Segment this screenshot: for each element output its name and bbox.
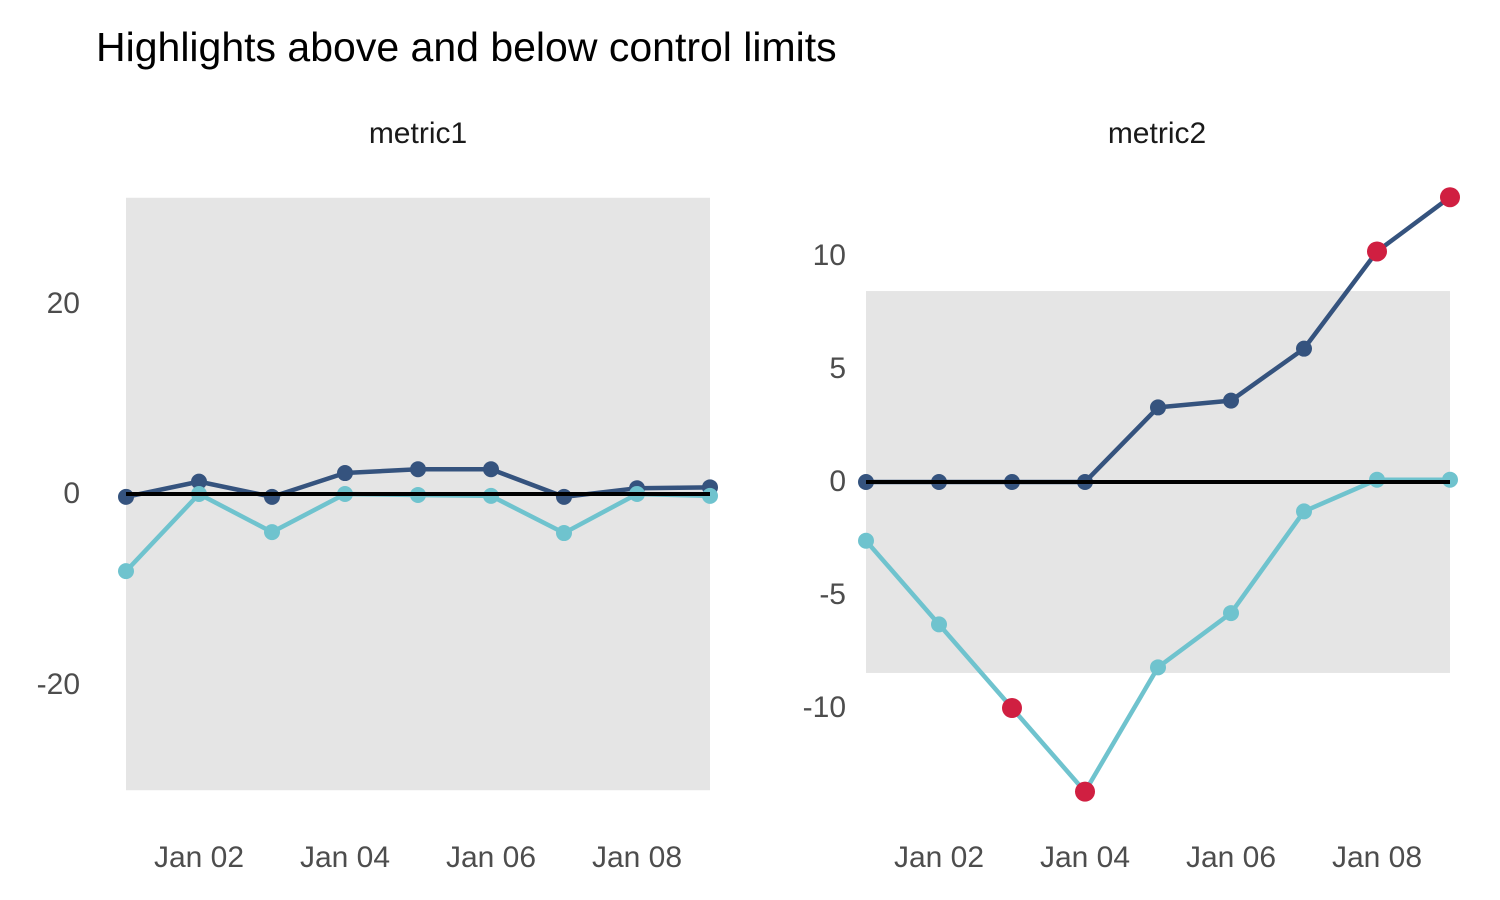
data-point bbox=[337, 465, 353, 482]
out-of-limit-point bbox=[1075, 781, 1095, 802]
y-tick-label: -5 bbox=[819, 578, 846, 611]
out-of-limit-point bbox=[1002, 698, 1022, 718]
chart-title: Highlights above and below control limit… bbox=[96, 24, 837, 70]
data-point bbox=[858, 532, 874, 549]
x-tick-label: Jan 02 bbox=[893, 841, 985, 874]
data-point bbox=[556, 525, 572, 542]
y-tick-label: 20 bbox=[46, 286, 80, 320]
data-point bbox=[410, 461, 426, 478]
data-point bbox=[1442, 471, 1458, 488]
y-tick-label: 10 bbox=[812, 239, 846, 272]
facet-title-metric1: metric1 bbox=[368, 117, 468, 150]
x-tick-label: Jan 06 bbox=[1185, 841, 1277, 874]
data-point bbox=[1369, 471, 1385, 488]
data-point bbox=[1223, 605, 1239, 622]
data-point bbox=[1296, 503, 1312, 520]
data-point bbox=[118, 488, 134, 505]
x-tick-label: Jan 08 bbox=[1331, 841, 1423, 874]
data-point bbox=[264, 524, 280, 541]
data-point bbox=[1150, 659, 1166, 676]
data-point bbox=[1223, 392, 1239, 409]
x-tick-label: Jan 02 bbox=[153, 841, 245, 874]
y-tick-label: 5 bbox=[829, 352, 846, 385]
out-of-limit-point bbox=[1440, 187, 1460, 208]
out-of-limit-point bbox=[1367, 241, 1387, 262]
y-tick-label: -20 bbox=[36, 667, 80, 701]
data-point bbox=[483, 461, 499, 478]
x-tick-label: Jan 04 bbox=[1039, 841, 1131, 874]
data-point bbox=[191, 473, 207, 490]
data-point bbox=[931, 616, 947, 633]
x-tick-label: Jan 06 bbox=[445, 841, 537, 874]
data-point bbox=[118, 563, 134, 580]
x-tick-label: Jan 08 bbox=[591, 841, 683, 874]
data-point bbox=[264, 488, 280, 505]
y-tick-label: 0 bbox=[63, 477, 80, 510]
data-point bbox=[1296, 340, 1312, 357]
data-point bbox=[556, 488, 572, 505]
y-tick-label: -10 bbox=[802, 691, 846, 724]
x-tick-label: Jan 04 bbox=[299, 841, 391, 874]
data-point bbox=[1150, 399, 1166, 416]
facet-title-metric2: metric2 bbox=[1107, 117, 1207, 150]
y-tick-label: 0 bbox=[829, 465, 846, 498]
